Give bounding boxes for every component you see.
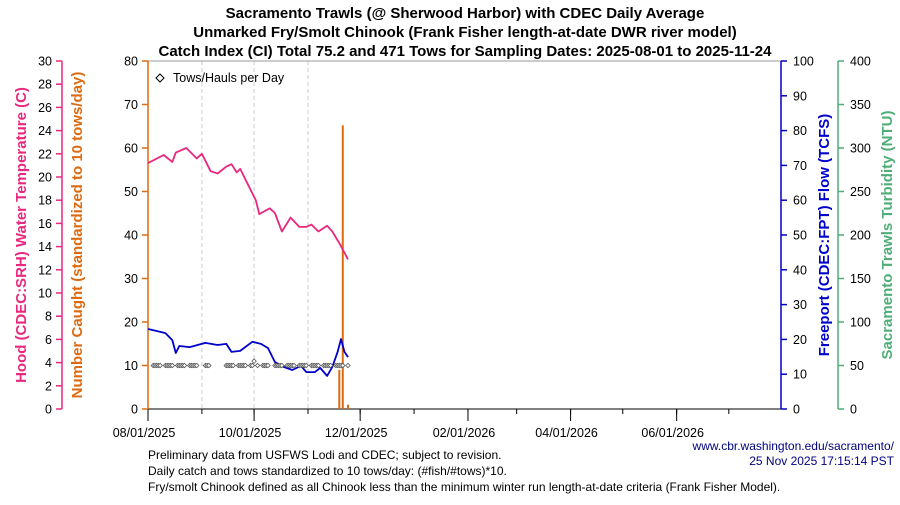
- flow-axis-label: Freeport (CDEC:FPT) Flow (TCFS): [816, 114, 833, 356]
- tows-per-day-point: [327, 362, 334, 369]
- tows-per-day-point: [315, 362, 322, 369]
- temperature-tick-label: 28: [38, 78, 52, 92]
- x-tick-label: 04/01/2026: [535, 426, 598, 440]
- tows-per-day-point: [265, 362, 271, 369]
- footer-note-1: Preliminary data from USFWS Lodi and CDE…: [148, 448, 501, 462]
- tows-per-day-point: [254, 362, 261, 369]
- turbidity-tick-label: 100: [850, 316, 871, 330]
- tows-per-day-point: [340, 362, 346, 369]
- x-tick-label: 10/01/2025: [219, 426, 282, 440]
- x-tick-label: 12/01/2025: [325, 426, 388, 440]
- temperature-tick-label: 2: [45, 379, 52, 393]
- footer-note-3: Fry/smolt Chinook defined as all Chinook…: [148, 480, 780, 494]
- temperature-series-line: [147, 147, 349, 260]
- flow-tick-label: 40: [793, 263, 807, 277]
- flow-tick-label: 70: [793, 159, 807, 173]
- temperature-tick-label: 14: [38, 240, 52, 254]
- tows-per-day-point: [193, 362, 200, 369]
- temperature-tick-label: 26: [38, 101, 52, 115]
- turbidity-tick-label: 400: [850, 55, 871, 69]
- tows-per-day-point: [169, 362, 176, 369]
- tows-per-day-point: [230, 362, 236, 369]
- turbidity-tick-label: 350: [850, 98, 871, 112]
- tows-per-day-point: [181, 362, 188, 369]
- chart-title-line-1: Sacramento Trawls (@ Sherwood Harbor) wi…: [226, 5, 705, 22]
- tows-per-day-point: [279, 362, 285, 369]
- flow-tick-label: 30: [793, 298, 807, 312]
- catch-axis-label: Number Caught (standardized to 10 tows/d…: [69, 72, 86, 399]
- x-tick-label: 06/01/2026: [641, 426, 704, 440]
- turbidity-tick-label: 50: [850, 359, 864, 373]
- flow-tick-label: 10: [793, 368, 807, 382]
- flow-series-line: [147, 328, 349, 377]
- temperature-tick-label: 22: [38, 147, 52, 161]
- flow-tick-label: 100: [793, 55, 814, 69]
- temperature-tick-label: 30: [38, 55, 52, 69]
- chart-title-line-2: Unmarked Fry/Smolt Chinook (Frank Fisher…: [193, 24, 736, 41]
- turbidity-tick-label: 200: [850, 229, 871, 243]
- legend-diamond-icon: [155, 73, 165, 83]
- temperature-tick-label: 24: [38, 124, 52, 138]
- turbidity-tick-label: 300: [850, 142, 871, 156]
- turbidity-tick-label: 150: [850, 272, 871, 286]
- catch-tick-label: 10: [124, 359, 138, 373]
- catch-tick-label: 50: [124, 185, 138, 199]
- chart-title-line-3: Catch Index (CI) Total 75.2 and 471 Tows…: [159, 43, 773, 60]
- tows-per-day-point: [251, 358, 257, 364]
- tows-per-day-point: [345, 362, 351, 369]
- source-url[interactable]: www.cbr.washington.edu/sacramento/: [692, 439, 895, 453]
- timestamp: 25 Nov 2025 17:15:14 PST: [749, 454, 894, 468]
- catch-tick-label: 60: [124, 142, 138, 156]
- flow-tick-label: 20: [793, 333, 807, 347]
- tows-per-day-point: [206, 362, 212, 369]
- x-tick-label: 02/01/2026: [433, 426, 496, 440]
- catch-tick-label: 0: [131, 403, 138, 417]
- flow-tick-label: 0: [793, 403, 800, 417]
- tows-per-day-point: [249, 362, 256, 369]
- temperature-tick-label: 12: [38, 263, 52, 277]
- temperature-axis-label: Hood (CDEC:SRH) Water Temperature (C): [13, 87, 30, 383]
- catch-tick-label: 30: [124, 272, 138, 286]
- x-tick-label: 08/01/2025: [113, 426, 176, 440]
- temperature-tick-label: 4: [45, 356, 52, 370]
- catch-tick-label: 40: [124, 229, 138, 243]
- tows-per-day-point: [242, 362, 249, 369]
- temperature-tick-label: 8: [45, 310, 52, 324]
- flow-tick-label: 60: [793, 194, 807, 208]
- catch-tick-label: 80: [124, 55, 138, 69]
- tows-per-day-point: [157, 362, 163, 369]
- temperature-tick-label: 18: [38, 194, 52, 208]
- data-marks: [147, 125, 351, 409]
- legend-label: Tows/Hauls per Day: [173, 71, 285, 85]
- temperature-tick-label: 10: [38, 287, 52, 301]
- footer-note-2: Daily catch and tows standardized to 10 …: [148, 464, 507, 478]
- catch-tick-label: 70: [124, 98, 138, 112]
- gridlines: [201, 61, 309, 409]
- tows-per-day-point: [291, 362, 297, 369]
- axes: 08/01/2025 10/01/2025 12/01/2025 02/01/2026…: [13, 55, 896, 441]
- temperature-tick-label: 16: [38, 217, 52, 231]
- tows-per-day-point: [303, 362, 310, 369]
- temperature-tick-label: 0: [45, 403, 52, 417]
- flow-tick-label: 80: [793, 124, 807, 138]
- catch-tick-label: 20: [124, 316, 138, 330]
- turbidity-axis-label: Sacramento Trawls Turbidity (NTU): [879, 111, 896, 360]
- temperature-tick-label: 6: [45, 333, 52, 347]
- turbidity-tick-label: 250: [850, 185, 871, 199]
- flow-tick-label: 90: [793, 89, 807, 103]
- legend: Tows/Hauls per Day: [155, 71, 285, 85]
- temperature-tick-label: 20: [38, 171, 52, 185]
- turbidity-tick-label: 0: [850, 403, 857, 417]
- flow-tick-label: 50: [793, 229, 807, 243]
